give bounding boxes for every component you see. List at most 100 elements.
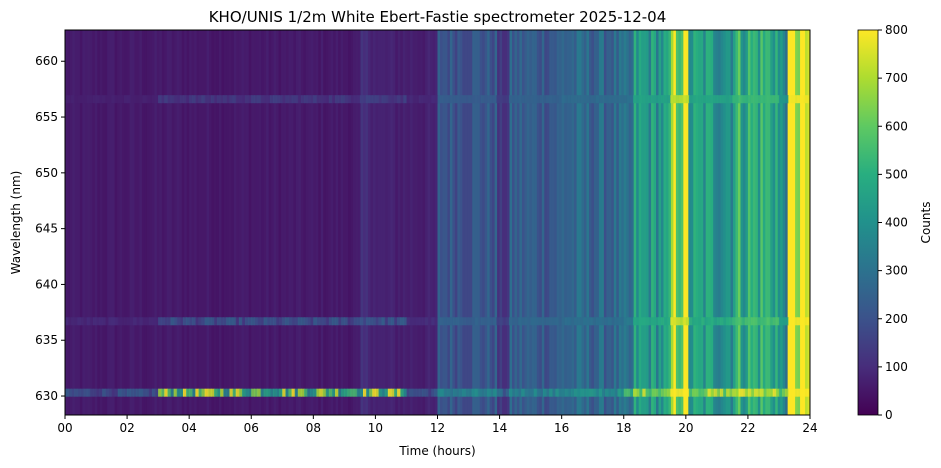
spectrum-column [420, 30, 424, 415]
spectrum-column [77, 30, 81, 415]
emission-line-segment [769, 95, 774, 104]
emission-line-segment [499, 388, 504, 397]
emission-line-segment [465, 95, 470, 104]
emission-line-segment [679, 95, 684, 104]
spectrum-column [427, 30, 431, 415]
spectrum-column [295, 30, 300, 415]
emission-line-segment [80, 317, 85, 326]
x-tick-label: 10 [368, 421, 383, 435]
spectrum-column [233, 30, 237, 415]
emission-line-segment [670, 95, 675, 104]
emission-line-segment [297, 388, 302, 397]
emission-line-segment [145, 317, 150, 326]
emission-line-segment [182, 388, 187, 397]
spectrum-column [415, 30, 419, 415]
emission-line-segment [555, 95, 560, 104]
emission-line-segment [657, 388, 662, 397]
spectrum-column [591, 30, 595, 415]
emission-line-segment [633, 388, 637, 397]
emission-line-segment [363, 317, 367, 326]
emission-line-segment [381, 388, 386, 397]
emission-line-segment [775, 388, 780, 397]
spectrum-column [795, 30, 799, 415]
emission-line-segment [133, 95, 137, 104]
spectrum-column [507, 30, 511, 415]
emission-line-segment [68, 317, 72, 326]
emission-line-segment [325, 317, 330, 326]
spectrum-column [161, 30, 165, 415]
emission-line-segment [726, 95, 730, 104]
emission-line-segment [288, 317, 293, 326]
spectrum-column [124, 30, 128, 415]
emission-line-segment [751, 388, 755, 397]
spectrum-column [417, 30, 421, 415]
emission-line-segment [577, 317, 581, 326]
emission-line-segment [394, 95, 398, 104]
emission-line-segment [145, 95, 150, 104]
emission-line-segment [642, 317, 647, 326]
spectrum-column [516, 30, 521, 415]
spectrum-column [231, 30, 235, 415]
emission-line-segment [282, 388, 286, 397]
spectrum-column [134, 30, 138, 415]
spectrum-column [678, 30, 682, 415]
colorbar-label: Counts [919, 202, 933, 244]
spectrum-column [221, 30, 225, 415]
emission-line-segment [629, 317, 634, 326]
emission-line-segment [602, 317, 606, 326]
spectrum-column [410, 30, 414, 415]
emission-line-segment [602, 388, 606, 397]
spectrum-column [747, 30, 751, 415]
spectrum-column [74, 30, 79, 415]
spectrum-column [397, 30, 401, 415]
spectrum-column [149, 30, 153, 415]
emission-line-segment [123, 388, 128, 397]
spectrum-column [675, 30, 679, 415]
emission-line-segment [453, 95, 457, 104]
emission-line-segment [617, 388, 622, 397]
spectrum-column [144, 30, 148, 415]
emission-line-segment [217, 95, 221, 104]
spectrum-column [372, 30, 377, 415]
spectrum-column [323, 30, 327, 415]
emission-line-segment [114, 95, 119, 104]
emission-line-segment [695, 95, 699, 104]
emission-line-segment [294, 95, 299, 104]
emission-line-segment [803, 317, 808, 326]
emission-line-segment [359, 388, 364, 397]
emission-line-segment [763, 388, 768, 397]
emission-line-segment [791, 388, 796, 397]
spectrum-column [576, 30, 580, 415]
emission-line-segment [245, 95, 249, 104]
emission-line-segment [524, 388, 529, 397]
spectrum-column [653, 30, 657, 415]
emission-line-segment [316, 388, 321, 397]
emission-line-segment [158, 317, 162, 326]
spectrum-column [482, 30, 486, 415]
emission-line-segment [148, 317, 153, 326]
emission-line-segment [778, 317, 783, 326]
emission-line-segment [642, 95, 647, 104]
emission-line-segment [757, 95, 761, 104]
emission-line-segment [695, 388, 699, 397]
spectrum-column [477, 30, 481, 415]
emission-line-segment [512, 95, 516, 104]
emission-line-segment [797, 95, 802, 104]
emission-line-segment [260, 95, 265, 104]
x-tick-label: 06 [244, 421, 259, 435]
spectrum-column [350, 30, 354, 415]
spectrum-column [214, 30, 218, 415]
emission-line-segment [502, 388, 507, 397]
spectrum-column [330, 30, 334, 415]
emission-line-segment [443, 317, 448, 326]
emission-line-segment [291, 95, 296, 104]
emission-line-segment [176, 95, 181, 104]
emission-line-segment [608, 388, 612, 397]
spectrum-column [760, 30, 764, 415]
spectrum-column [298, 30, 302, 415]
emission-line-segment [291, 317, 296, 326]
emission-line-segment [536, 388, 541, 397]
spectrum-column [241, 30, 245, 415]
emission-line-segment [344, 95, 349, 104]
emission-line-segment [431, 317, 435, 326]
